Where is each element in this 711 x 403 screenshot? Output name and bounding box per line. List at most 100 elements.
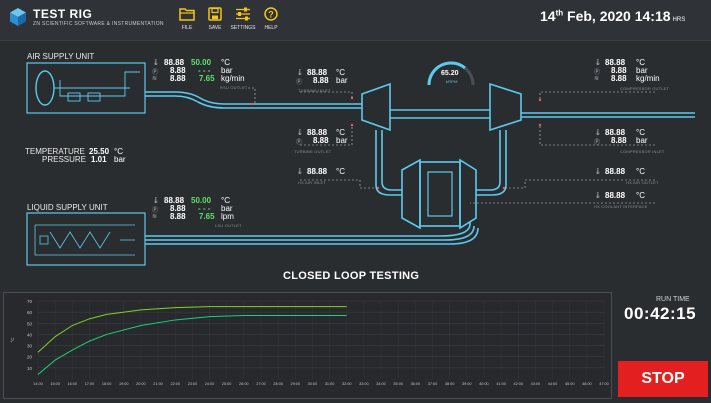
turbine-inlet-press: 8.88 bbox=[313, 76, 329, 85]
file-label: FILE bbox=[181, 25, 193, 31]
x-tick-label: 14:00 bbox=[33, 382, 43, 386]
x-tick-label: 37:00 bbox=[428, 382, 438, 386]
turbine-outlet-press: 8.88 bbox=[313, 136, 329, 145]
y-axis-label: °C bbox=[10, 337, 15, 343]
x-tick-label: 22:00 bbox=[170, 382, 180, 386]
pressure-icon: Ⓟ bbox=[296, 80, 303, 86]
rsu-temp-unit: °C bbox=[221, 58, 230, 67]
rsu-temp-setpoint: 50.00 bbox=[191, 58, 212, 67]
lsu-flow-unit: lpm bbox=[221, 212, 234, 221]
x-tick-label: 17:00 bbox=[85, 382, 95, 386]
x-tick-label: 25:00 bbox=[222, 382, 232, 386]
date-rest: Feb, 2020 14:18 bbox=[563, 8, 671, 24]
trend-chart: 10 20 30 40 50 60 70 14:00 15:00 16:00 17:00 18:00 1… bbox=[10, 299, 609, 386]
turbine-inlet-temp-unit: °C bbox=[336, 68, 345, 77]
thermometer-icon: 🌡 bbox=[296, 169, 304, 175]
hrs-label: HRS bbox=[672, 17, 686, 23]
x-tick-label: 43:00 bbox=[531, 382, 541, 386]
rsu-outlet-label: RSU OUTLET bbox=[220, 85, 248, 90]
folder-icon bbox=[179, 8, 195, 21]
pressure-icon: Ⓟ bbox=[152, 70, 159, 76]
hx-coolant-label: HX COOLANT INTERFACE bbox=[594, 204, 648, 209]
settings-button[interactable]: SETTINGS bbox=[230, 7, 256, 31]
x-tick-label: 41:00 bbox=[496, 382, 506, 386]
y-tick-label: 70 bbox=[27, 299, 33, 304]
x-tick-label: 32:00 bbox=[342, 382, 352, 386]
turbine-inlet-label: TURBINE INLET bbox=[298, 88, 331, 93]
compressor bbox=[489, 82, 522, 132]
app-subtitle: ZN SCIENTIFIC SOFTWARE & INSTRUMENTATION bbox=[33, 21, 164, 27]
thermometer-icon: 🌡 bbox=[296, 130, 304, 136]
compressor-inlet-temp: 88.88 bbox=[605, 128, 626, 137]
hx-coolant-temp-unit: °C bbox=[636, 191, 645, 200]
top-bar: TEST RIG ZN SCIENTIFIC SOFTWARE & INSTRU… bbox=[0, 0, 711, 41]
rsu-temp-value: 88.88 bbox=[164, 58, 185, 67]
hx-air-outlet-label: HX AIR OUTLET bbox=[626, 180, 659, 185]
liquid-supply-unit-label: LIQUID SUPPLY UNIT bbox=[27, 203, 108, 212]
flow-icon: ≋ bbox=[152, 214, 158, 220]
ambient-temp-label: TEMPERATURE bbox=[25, 147, 85, 156]
hx-coolant-temp: 88.88 bbox=[605, 191, 626, 200]
svg-text:?: ? bbox=[268, 9, 274, 19]
thermometer-icon: 🌡 bbox=[594, 169, 602, 175]
flow-icon: ≋ bbox=[594, 76, 600, 82]
thermometer-icon: 🌡 bbox=[594, 130, 602, 136]
x-tick-label: 46:00 bbox=[582, 382, 592, 386]
x-tick-label: 28:00 bbox=[273, 382, 283, 386]
lsu-press-unit: bar bbox=[221, 204, 233, 213]
x-tick-label: 29:00 bbox=[291, 382, 301, 386]
ambient-press-value: 1.01 bbox=[91, 155, 107, 164]
series-line-1 bbox=[37, 306, 347, 353]
trend-chart-panel: 10 20 30 40 50 60 70 14:00 15:00 16:00 17:00 18:00 1… bbox=[3, 292, 612, 399]
thermometer-icon: 🌡 bbox=[296, 70, 304, 76]
x-tick-label: 19:00 bbox=[119, 382, 129, 386]
air-supply-unit-label: AIR SUPPLY UNIT bbox=[27, 52, 95, 61]
x-tick-label: 23:00 bbox=[188, 382, 198, 386]
lsu-press-value: 8.88 bbox=[170, 204, 186, 213]
date-day: 14 bbox=[540, 8, 556, 24]
hx-air-outlet-temp: 88.88 bbox=[605, 167, 626, 176]
rsu-flow-value: 8.88 bbox=[170, 74, 186, 83]
pressure-icon: Ⓟ bbox=[296, 140, 303, 146]
stop-button[interactable]: STOP bbox=[618, 361, 708, 397]
ambient-press-label: PRESSURE bbox=[42, 155, 87, 164]
help-question-icon: ? bbox=[264, 7, 278, 21]
y-tick-label: 40 bbox=[27, 332, 33, 337]
run-time-label: RUN TIME bbox=[656, 296, 690, 303]
save-button[interactable]: SAVE bbox=[202, 7, 228, 31]
help-button[interactable]: ? HELP bbox=[258, 7, 284, 31]
x-tick-label: 18:00 bbox=[102, 382, 112, 386]
x-tick-label: 30:00 bbox=[308, 382, 318, 386]
x-tick-label: 35:00 bbox=[393, 382, 403, 386]
x-tick-label: 24:00 bbox=[205, 382, 215, 386]
compressor-outlet-press: 8.88 bbox=[611, 66, 627, 75]
thermometer-icon: 🌡 bbox=[152, 198, 160, 204]
x-tick-label: 16:00 bbox=[68, 382, 78, 386]
compressor-outlet-temp-unit: °C bbox=[636, 58, 645, 67]
x-tick-label: 47:00 bbox=[599, 382, 609, 386]
x-tick-label: 26:00 bbox=[239, 382, 249, 386]
x-tick-label: 42:00 bbox=[513, 382, 523, 386]
compressor-outlet-press-unit: bar bbox=[636, 66, 648, 75]
file-button[interactable]: FILE bbox=[174, 7, 200, 31]
x-tick-label: 36:00 bbox=[411, 382, 421, 386]
air-supply-unit-box bbox=[26, 62, 146, 114]
rsu-flow-unit: kg/min bbox=[221, 74, 245, 83]
lsu-outlet-label: LSU OUTLET bbox=[215, 223, 242, 228]
x-tick-label: 45:00 bbox=[565, 382, 575, 386]
compressor-outlet-label: COMPRESSOR OUTLET bbox=[620, 86, 670, 91]
help-label: HELP bbox=[264, 25, 278, 31]
compressor-inlet-press-unit: bar bbox=[636, 136, 648, 145]
turbine-outlet-temp: 88.88 bbox=[307, 128, 328, 137]
x-tick-label: 33:00 bbox=[359, 382, 369, 386]
rsu-press-unit: bar bbox=[221, 66, 233, 75]
x-tick-label: 27:00 bbox=[256, 382, 266, 386]
turbine-outlet-label: TURBINE OUTLET bbox=[294, 149, 332, 154]
air-tank bbox=[35, 70, 55, 106]
speed-gauge bbox=[427, 61, 466, 86]
compressor-outlet-temp: 88.88 bbox=[605, 58, 626, 67]
date-time: 14th Feb, 2020 14:18 HRS bbox=[540, 8, 685, 24]
ambient-temp-unit: °C bbox=[114, 147, 123, 156]
hx-air-outlet-temp-unit: °C bbox=[636, 167, 645, 176]
turbine-outlet-temp-unit: °C bbox=[336, 128, 345, 137]
